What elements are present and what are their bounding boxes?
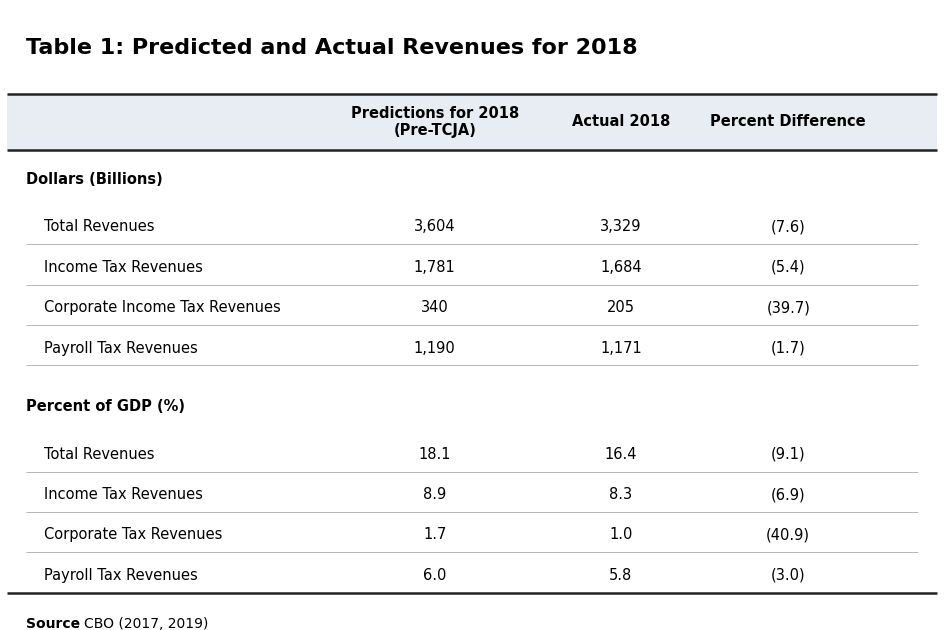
Text: 16.4: 16.4 xyxy=(604,447,637,462)
Text: 3,604: 3,604 xyxy=(414,219,456,234)
Text: 1,171: 1,171 xyxy=(600,341,642,355)
Text: 6.0: 6.0 xyxy=(423,568,447,583)
Text: (7.6): (7.6) xyxy=(771,219,805,234)
Text: Dollars (Billions): Dollars (Billions) xyxy=(25,172,162,186)
Text: Actual 2018: Actual 2018 xyxy=(572,115,670,130)
Text: Corporate Tax Revenues: Corporate Tax Revenues xyxy=(44,527,223,542)
Text: 3,329: 3,329 xyxy=(600,219,642,234)
Text: Total Revenues: Total Revenues xyxy=(44,447,155,462)
Text: 340: 340 xyxy=(421,301,448,315)
Text: 1,684: 1,684 xyxy=(600,260,642,275)
Text: Corporate Income Tax Revenues: Corporate Income Tax Revenues xyxy=(44,301,281,315)
Text: Payroll Tax Revenues: Payroll Tax Revenues xyxy=(44,568,198,583)
Text: 205: 205 xyxy=(607,301,634,315)
Text: (40.9): (40.9) xyxy=(767,527,810,542)
Text: 8.9: 8.9 xyxy=(423,487,447,502)
Text: Predictions for 2018
(Pre-TCJA): Predictions for 2018 (Pre-TCJA) xyxy=(350,106,519,138)
Text: Total Revenues: Total Revenues xyxy=(44,219,155,234)
Text: 1.7: 1.7 xyxy=(423,527,447,542)
FancyBboxPatch shape xyxy=(7,94,937,150)
Text: Income Tax Revenues: Income Tax Revenues xyxy=(44,260,203,275)
Text: (3.0): (3.0) xyxy=(771,568,805,583)
Text: 8.3: 8.3 xyxy=(609,487,632,502)
Text: (5.4): (5.4) xyxy=(771,260,805,275)
Text: (9.1): (9.1) xyxy=(771,447,805,462)
Text: 1,781: 1,781 xyxy=(413,260,456,275)
Text: Income Tax Revenues: Income Tax Revenues xyxy=(44,487,203,502)
Text: (6.9): (6.9) xyxy=(771,487,805,502)
Text: (39.7): (39.7) xyxy=(767,301,810,315)
Text: Table 1: Predicted and Actual Revenues for 2018: Table 1: Predicted and Actual Revenues f… xyxy=(25,38,637,58)
Text: (1.7): (1.7) xyxy=(771,341,805,355)
Text: 1,190: 1,190 xyxy=(413,341,456,355)
Text: Percent of GDP (%): Percent of GDP (%) xyxy=(25,399,184,414)
Text: Payroll Tax Revenues: Payroll Tax Revenues xyxy=(44,341,198,355)
Text: : CBO (2017, 2019): : CBO (2017, 2019) xyxy=(75,617,209,630)
Text: 1.0: 1.0 xyxy=(609,527,632,542)
Text: Percent Difference: Percent Difference xyxy=(711,115,866,130)
Text: 18.1: 18.1 xyxy=(418,447,451,462)
Text: 5.8: 5.8 xyxy=(609,568,632,583)
Text: Source: Source xyxy=(25,617,79,630)
